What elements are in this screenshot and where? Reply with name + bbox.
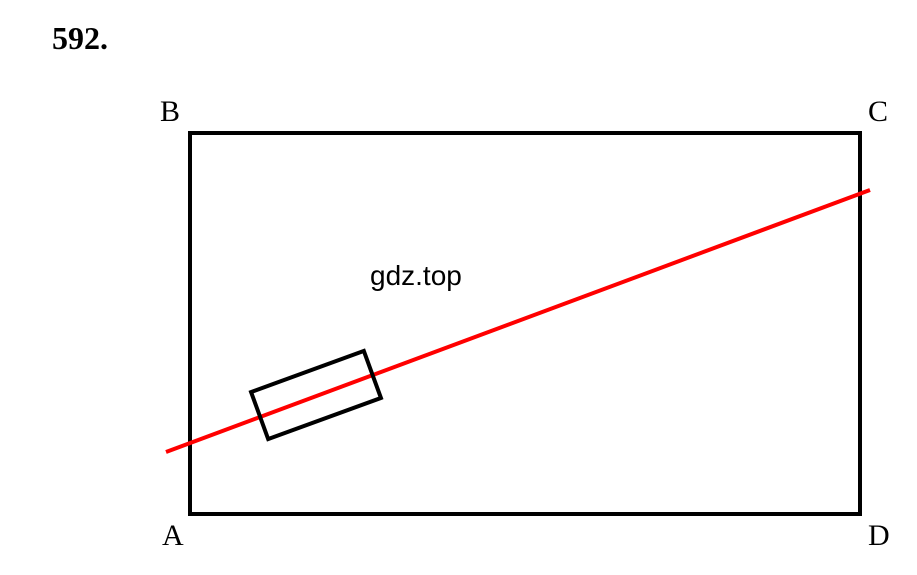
vertex-label-a: A	[162, 519, 184, 553]
vertex-label-c: C	[868, 95, 888, 129]
watermark-text: gdz.top	[370, 260, 462, 292]
vertex-label-b: B	[160, 95, 180, 129]
vertex-label-d: D	[868, 519, 890, 553]
red-diagonal-line	[166, 190, 870, 452]
main-rectangle	[190, 133, 860, 514]
